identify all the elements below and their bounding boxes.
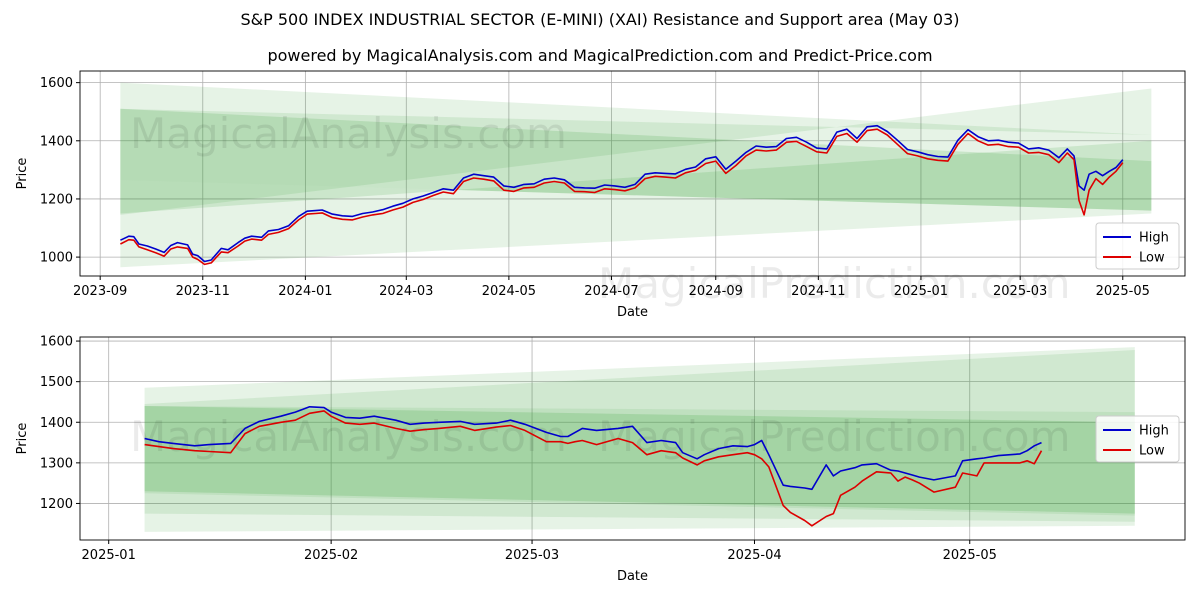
x-tick-label: 2025-03 — [505, 548, 559, 563]
axes-frame — [79, 336, 1186, 541]
x-tick-label: 2025-02 — [304, 548, 358, 563]
y-tick-label: 1300 — [40, 456, 73, 471]
band-3 — [144, 406, 1135, 514]
band-4 — [144, 406, 1135, 516]
legend: High Low — [1095, 222, 1180, 270]
y-tick-label: 1600 — [40, 335, 73, 350]
chart-subtitle: powered by MagicalAnalysis.com and Magic… — [267, 46, 933, 65]
x-tick-label: 2024-09 — [689, 284, 743, 299]
y-tick-label: 1200 — [40, 497, 73, 512]
support-resistance-bands — [120, 82, 1152, 268]
band-2 — [144, 349, 1135, 522]
y-tick-label: 1400 — [40, 416, 73, 431]
chart-title: S&P 500 INDEX INDUSTRIAL SECTOR (E-MINI)… — [240, 10, 960, 29]
support-resistance-bands — [144, 347, 1135, 532]
x-tick-label: 2024-01 — [278, 284, 332, 299]
x-tick-label: 2025-05 — [1096, 284, 1150, 299]
x-tick-label: 2023-11 — [176, 284, 230, 299]
axes-frame — [79, 70, 1186, 277]
band-4 — [120, 108, 1152, 211]
x-tick-label: 2025-01 — [894, 284, 948, 299]
watermark-prediction: MagicalPrediction.com — [598, 259, 1071, 308]
series-high-line — [144, 405, 1042, 491]
x-tick-label: 2025-01 — [82, 548, 136, 563]
legend-label-low: Low — [1139, 444, 1165, 459]
legend: High Low — [1095, 415, 1180, 463]
band-1 — [144, 347, 1135, 532]
band-3 — [120, 140, 1152, 214]
y-tick-label: 1000 — [40, 251, 73, 266]
x-axis-label: Date — [617, 305, 648, 320]
series-low-line — [120, 128, 1124, 266]
x-tick-label: 2024-11 — [791, 284, 845, 299]
y-tick-label: 1600 — [40, 76, 73, 91]
chart-panel-2: MagicalAnalysis.com MagicalPrediction.com… — [15, 335, 1186, 584]
y-tick-label: 1400 — [40, 134, 73, 149]
series-high-line — [120, 124, 1124, 263]
series-low-line — [144, 410, 1043, 527]
legend-label-high: High — [1139, 424, 1169, 439]
series-lines — [120, 124, 1124, 266]
watermark-prediction: MagicalPrediction.com — [598, 412, 1071, 461]
band-2 — [120, 88, 1152, 215]
y-axis-label: Price — [15, 158, 30, 190]
x-tick-label: 2024-03 — [379, 284, 433, 299]
legend-label-low: Low — [1139, 251, 1165, 266]
x-tick-label: 2025-04 — [727, 548, 781, 563]
chart-panel-1: MagicalAnalysis.com MagicalPrediction.com… — [15, 70, 1186, 320]
x-axis-label: Date — [617, 569, 648, 584]
x-tick-label: 2024-05 — [482, 284, 536, 299]
x-tick-label: 2025-03 — [993, 284, 1047, 299]
y-axis-label: Price — [15, 423, 30, 455]
watermark-analysis: MagicalAnalysis.com — [130, 412, 567, 461]
x-tick-label: 2023-09 — [73, 284, 127, 299]
watermark-analysis: MagicalAnalysis.com — [130, 109, 567, 158]
x-tick-label: 2024-07 — [584, 284, 638, 299]
x-tick-label: 2025-05 — [943, 548, 997, 563]
band-1 — [120, 82, 1152, 268]
y-tick-label: 1200 — [40, 192, 73, 207]
series-lines — [144, 405, 1043, 527]
y-tick-label: 1500 — [40, 375, 73, 390]
legend-label-high: High — [1139, 231, 1169, 246]
